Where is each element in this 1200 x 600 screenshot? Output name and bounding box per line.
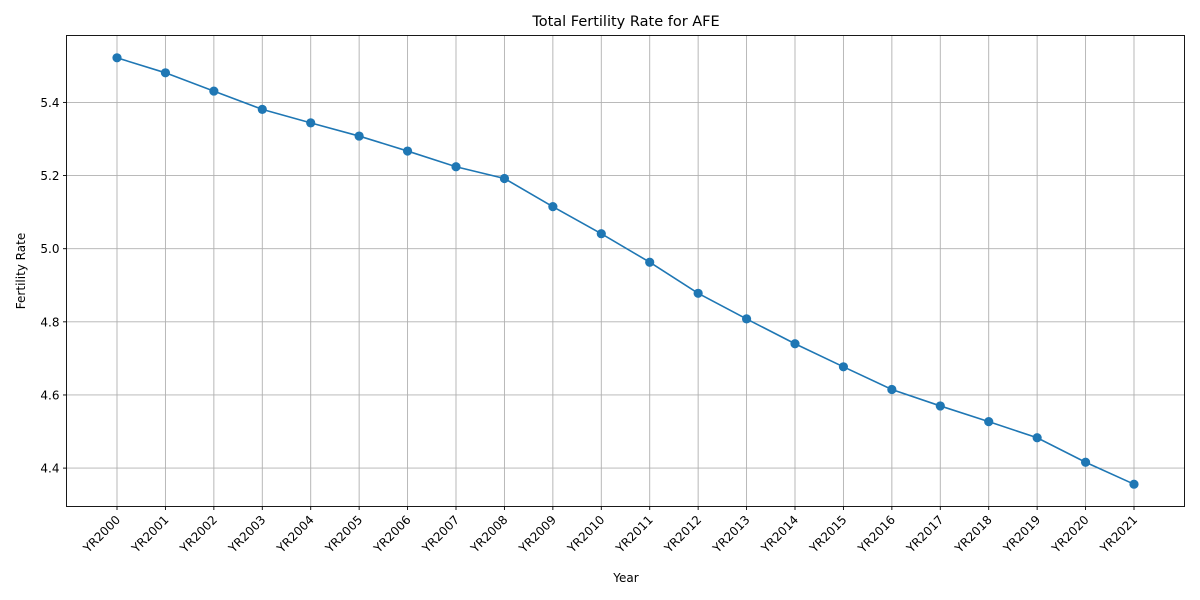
data-point [257,104,267,114]
x-axis-label: Year [612,571,638,585]
x-tick-label: YR2004 [274,513,317,556]
data-point [499,173,510,184]
x-tick-label: YR2001 [128,513,171,556]
x-tick-label: YR2005 [322,513,365,556]
series-line [116,57,1135,485]
x-tick-label: YR2000 [80,513,123,556]
data-point [354,131,364,141]
data-point [451,162,461,172]
x-tick-label: YR2014 [758,513,801,556]
plot-frame [66,35,1185,507]
y-tick-label: 5.4 [40,96,59,110]
x-tick-label: YR2021 [1097,513,1140,556]
x-tick-label: YR2006 [370,513,413,556]
y-axis-label: Fertility Rate [14,233,28,309]
data-point [548,202,558,212]
data-point [1032,433,1042,443]
data-point [645,257,655,267]
x-tick-label: YR2020 [1048,513,1091,556]
x-tick-label: YR2011 [613,513,656,556]
series [112,53,1139,489]
data-point [209,86,219,96]
data-point [935,401,945,411]
x-tick-label: YR2009 [516,513,559,556]
x-tick-label: YR2007 [419,513,462,556]
data-point [984,417,994,427]
data-point [838,362,849,372]
x-tick-label: YR2013 [709,513,752,556]
x-tick-label: YR2015 [806,513,849,556]
y-tick-label: 4.4 [40,462,59,476]
x-tick-label: YR2003 [225,513,268,556]
data-point [1080,457,1091,467]
y-tick-label: 4.6 [40,388,59,402]
data-point [693,288,703,298]
x-tick-label: YR2016 [855,513,898,556]
y-tick-label: 5.0 [40,242,59,256]
data-point [741,314,752,324]
grid [66,35,1185,507]
x-tick-label: YR2019 [1000,513,1043,556]
data-point [402,146,413,156]
x-tick-label: YR2002 [177,513,220,556]
data-point [160,68,171,78]
data-point [1129,479,1139,489]
x-tick-label: YR2012 [661,513,704,556]
data-point [596,229,606,239]
x-axis: YR2000 YR2001 YR2002 YR2003 YR2004 YR2005 YR20… [80,506,1140,556]
x-tick-label: YR2010 [564,513,607,556]
y-axis: 4.4 4.6 4.8 5.0 5.2 5.4 [40,96,67,476]
y-tick-label: 4.8 [40,315,59,329]
data-point [790,339,800,349]
data-point [306,118,316,128]
data-point [887,384,897,395]
data-point [112,53,122,63]
chart-title: Total Fertility Rate for AFE [531,14,719,30]
x-tick-label: YR2018 [952,513,995,556]
y-tick-label: 5.2 [40,169,59,183]
x-tick-label: YR2008 [467,513,510,556]
x-tick-label: YR2017 [903,513,946,556]
